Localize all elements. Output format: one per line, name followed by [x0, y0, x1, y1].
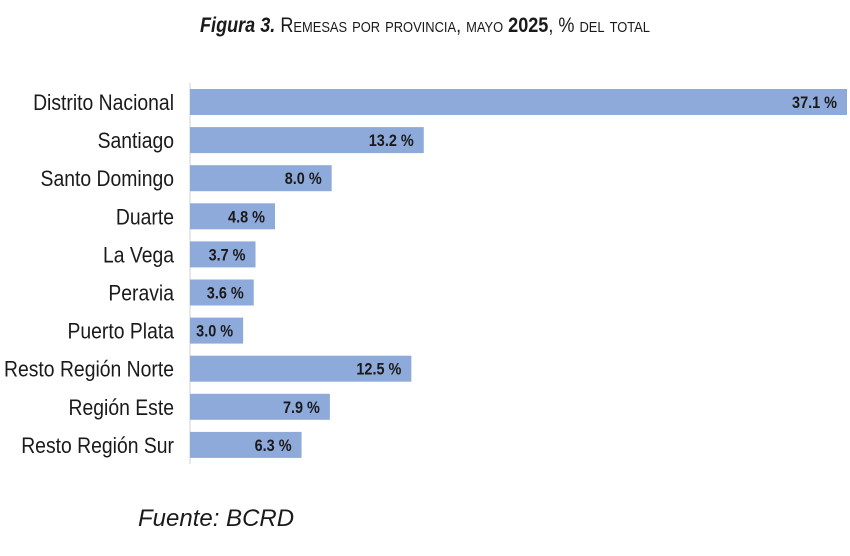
data-label: 3.0 %	[196, 323, 233, 341]
category-label: Distrito Nacional	[33, 91, 174, 115]
category-label: Resto Región Norte	[4, 358, 174, 382]
bar	[190, 317, 244, 344]
bar	[190, 393, 330, 420]
bar	[190, 203, 276, 230]
title-text-part1: Remesas por provincia, mayo	[280, 14, 504, 37]
title-year: 2025	[508, 14, 549, 37]
source-note: Fuente: BCRD	[138, 505, 295, 532]
data-label: 4.8 %	[228, 208, 265, 226]
data-label: 8.0 %	[285, 170, 322, 188]
category-label: Santo Domingo	[41, 167, 174, 191]
bar	[190, 165, 332, 192]
category-label: Resto Región Sur	[21, 434, 174, 458]
bar	[190, 431, 302, 458]
bar	[190, 279, 254, 306]
data-label: 13.2 %	[369, 132, 414, 150]
title-text-part2: , % del total	[548, 14, 650, 37]
data-label: 7.9 %	[283, 399, 320, 417]
category-label: Puerto Plata	[67, 319, 174, 343]
bar	[190, 241, 256, 268]
data-label: 6.3 %	[255, 437, 292, 455]
category-label: Santiago	[98, 129, 174, 153]
bar	[190, 89, 847, 115]
category-label: La Vega	[103, 243, 174, 267]
bar	[190, 355, 412, 382]
category-label: Peravia	[108, 281, 174, 305]
category-label: Duarte	[116, 205, 174, 229]
data-label: 3.7 %	[209, 246, 246, 264]
data-label: 12.5 %	[356, 361, 401, 379]
bar	[190, 127, 424, 154]
chart-title: Figura 3. Remesas por provincia, mayo 20…	[60, 14, 791, 38]
figure-label: Figura 3.	[200, 14, 276, 37]
data-label: 37.1 %	[792, 94, 837, 112]
data-label: 3.6 %	[207, 284, 244, 302]
bar-chart: Distrito Nacional 37.1 % Santiago 13.2 % San…	[4, 82, 847, 464]
category-label: Región Este	[69, 396, 174, 420]
